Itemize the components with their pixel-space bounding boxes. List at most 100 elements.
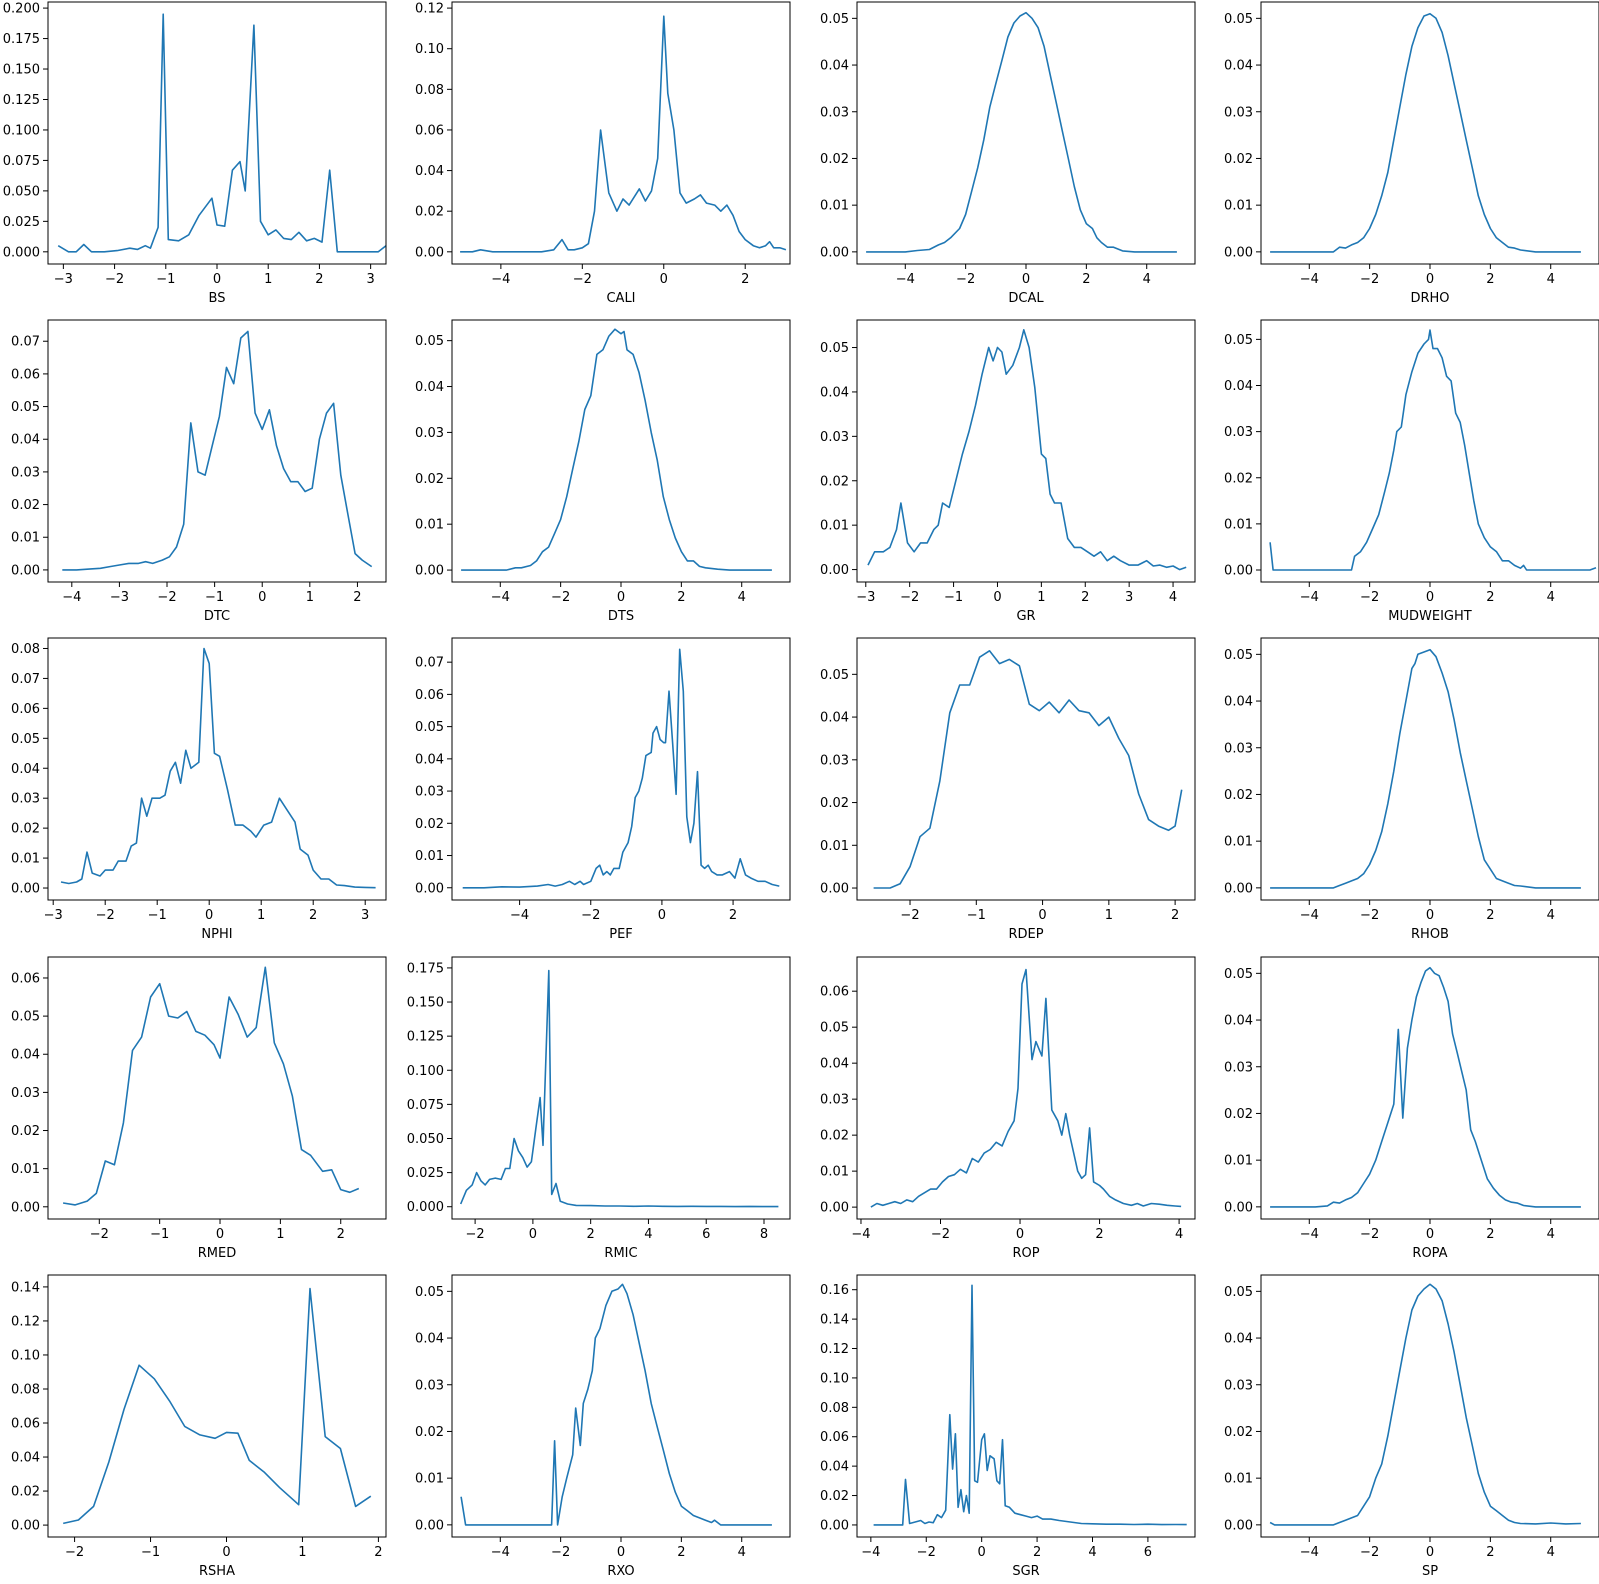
y-tick-label: 0.00 [11,1200,40,1215]
x-tick-label: 1 [276,1227,284,1242]
x-tick-label: −3 [856,590,875,605]
y-tick-label: 0.04 [1224,379,1253,394]
y-tick-label: 0.03 [1224,1060,1253,1075]
x-tick-label: 0 [617,1545,625,1560]
y-tick-label: 0.00 [820,1201,849,1216]
x-tick-label: −4 [861,1545,880,1560]
x-tick-label: −2 [96,908,115,923]
x-axis-label: ROP [1012,1246,1039,1261]
x-tick-label: 6 [702,1227,710,1242]
y-tick-label: 0.04 [415,752,444,767]
subplot-rxo: −4 −2 0 2 4 0.00 0.01 0.02 0.03 0.04 0.05 RXO [415,1274,791,1579]
series-line [461,328,772,571]
y-tick-label: 0.00 [1224,1518,1253,1533]
y-tick-label: 0.03 [415,426,444,441]
x-tick-label: −2 [917,1545,936,1560]
y-tick-label: 0.02 [1224,1425,1253,1440]
x-tick-label: −2 [157,590,176,605]
y-tick-label: 0.02 [820,1489,849,1504]
y-tick-label: 0.07 [415,656,444,671]
y-tick-label: 0.04 [820,385,849,400]
y-tick-label: 0.01 [820,839,849,854]
y-tick-label: 0.075 [3,154,40,169]
subplot-dtc: −4 −3 −2 −1 0 1 2 0.00 0.01 0.02 0.03 0.04 0.05 0.06 0… [11,319,387,624]
subplot-ropa: −4 −2 0 2 4 0.00 0.01 0.02 0.03 0.04 0.05 ROPA [1224,956,1599,1261]
x-tick-label: −2 [1360,1545,1379,1560]
x-tick-label: 8 [760,1227,768,1242]
y-tick-label: 0.00 [820,882,849,897]
x-tick-label: −4 [1300,908,1319,923]
x-tick-label: −2 [573,272,592,287]
series-line [870,968,1182,1208]
x-tick-label: −1 [205,590,224,605]
x-tick-label: −1 [148,908,167,923]
y-tick-label: 0.03 [1224,425,1253,440]
y-tick-label: 0.05 [11,1010,40,1025]
y-tick-label: 0.05 [415,720,444,735]
x-axis-label: MUDWEIGHT [1388,609,1471,624]
y-tick-label: 0.02 [11,1485,40,1500]
series-line [60,647,376,889]
subplot-mudweight: −4 −2 0 2 4 0.00 0.01 0.02 0.03 0.04 0.05 MUDWEIGHT [1224,319,1599,624]
series-line [460,1283,772,1526]
x-axis-label: DRHO [1410,291,1449,306]
y-tick-label: 0.125 [3,93,40,108]
y-tick-label: 0.04 [1224,1014,1253,1029]
y-tick-label: 0.03 [820,430,849,445]
subplot-sp: −4 −2 0 2 4 0.00 0.01 0.02 0.03 0.04 0.05 SP [1224,1274,1599,1579]
series-line [57,13,387,253]
x-tick-label: 0 [1426,272,1434,287]
y-tick-label: 0.16 [820,1283,849,1298]
x-tick-label: −4 [491,590,510,605]
y-tick-label: 0.12 [415,2,444,17]
y-tick-label: 0.02 [1224,1107,1253,1122]
x-axis-label: GR [1016,609,1035,624]
y-tick-label: 0.00 [11,882,40,897]
y-tick-label: 0.04 [11,1451,40,1466]
axes-frame [47,637,387,901]
x-tick-label: 4 [1547,1227,1555,1242]
y-tick-label: 0.10 [11,1348,40,1363]
x-tick-label: 4 [1547,272,1555,287]
y-tick-label: 0.06 [11,1417,40,1432]
y-tick-label: 0.175 [407,961,444,976]
subplot-rhob: −4 −2 0 2 4 0.00 0.01 0.02 0.03 0.04 0.05 RHOB [1224,637,1599,942]
y-tick-label: 0.01 [415,1472,444,1487]
axes-frame [1260,319,1599,583]
x-tick-label: 1 [264,272,272,287]
y-tick-label: 0.04 [820,59,849,74]
x-tick-label: 0 [658,908,666,923]
x-axis-label: RHOB [1411,927,1449,942]
axes-frame [451,1,791,265]
y-tick-label: 0.175 [3,32,40,47]
axes-frame [47,956,387,1220]
y-tick-label: 0.01 [1224,1472,1253,1487]
subplot-nphi: −3 −2 −1 0 1 2 3 0.00 0.01 0.02 0.03 0.04 0.05 0.06 0.… [11,637,387,942]
y-tick-label: 0.01 [11,852,40,867]
subplot-rdep: −2 −1 0 1 2 0.00 0.01 0.02 0.03 0.04 0.05 RDEP [820,637,1196,942]
axes-frame [856,1274,1196,1538]
x-tick-label: −2 [1360,590,1379,605]
x-tick-label: 2 [1095,1227,1103,1242]
y-tick-label: 0.05 [1224,648,1253,663]
y-tick-label: 0.02 [820,796,849,811]
axes-frame [856,319,1196,583]
y-tick-label: 0.00 [1224,881,1253,896]
y-tick-label: 0.02 [415,1425,444,1440]
y-tick-label: 0.01 [820,1165,849,1180]
x-tick-label: −2 [900,908,919,923]
y-tick-label: 0.04 [1224,59,1253,74]
axes-frame [451,1274,791,1538]
series-line [460,15,787,253]
y-tick-label: 0.05 [1224,1285,1253,1300]
y-tick-label: 0.04 [415,1332,444,1347]
x-tick-label: 4 [1547,1545,1555,1560]
x-tick-label: −2 [931,1227,950,1242]
y-tick-label: 0.150 [407,996,444,1011]
y-tick-label: 0.01 [1224,835,1253,850]
y-tick-label: 0.000 [407,1200,444,1215]
x-tick-label: −2 [900,590,919,605]
x-axis-label: RSHA [199,1564,235,1579]
x-tick-label: 1 [298,1545,306,1560]
series-line [62,966,360,1206]
